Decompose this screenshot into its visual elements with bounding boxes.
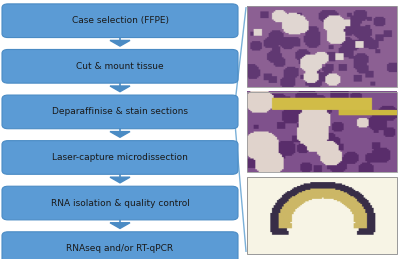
Polygon shape: [110, 132, 130, 137]
Text: Laser-capture microdissection: Laser-capture microdissection: [52, 153, 188, 162]
FancyBboxPatch shape: [2, 49, 238, 83]
FancyBboxPatch shape: [2, 141, 238, 174]
Bar: [247, 92, 397, 172]
FancyBboxPatch shape: [2, 232, 238, 259]
Bar: [247, 177, 397, 254]
Text: Cut & mount tissue: Cut & mount tissue: [76, 62, 164, 71]
Text: Case selection (FFPE): Case selection (FFPE): [72, 16, 168, 25]
FancyBboxPatch shape: [2, 95, 238, 129]
Polygon shape: [110, 177, 130, 183]
Text: RNA isolation & quality control: RNA isolation & quality control: [50, 199, 190, 207]
Text: RNAseq and/or RT-qPCR: RNAseq and/or RT-qPCR: [66, 244, 174, 253]
Text: Deparaffinise & stain sections: Deparaffinise & stain sections: [52, 107, 188, 116]
Polygon shape: [110, 223, 130, 228]
Polygon shape: [110, 40, 130, 46]
FancyBboxPatch shape: [2, 4, 238, 38]
Bar: [247, 6, 397, 87]
FancyBboxPatch shape: [2, 186, 238, 220]
Polygon shape: [110, 86, 130, 92]
